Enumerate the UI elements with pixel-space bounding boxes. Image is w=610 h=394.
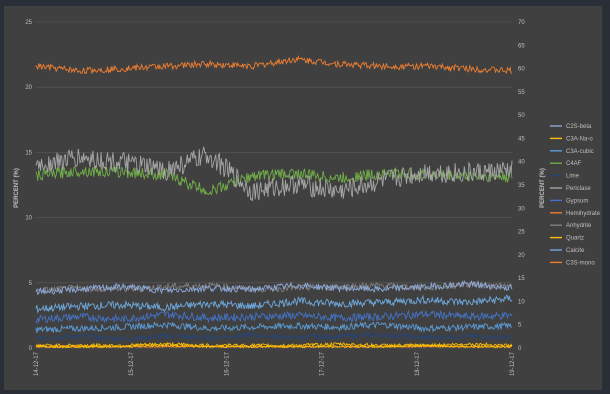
legend-entry: C4AF xyxy=(566,161,582,167)
left-y-axis-title: PERCENT (%) xyxy=(14,168,20,208)
legend-entry: C3A-Na-o xyxy=(566,136,593,142)
y2-tick-label: 20 xyxy=(518,253,525,259)
legend-entry: C2S-beta xyxy=(566,124,592,130)
legend-entry: Quartz xyxy=(566,236,584,242)
y2-tick-label: 70 xyxy=(518,20,525,26)
y2-tick-label: 35 xyxy=(518,183,525,189)
y2-tick-label: 10 xyxy=(518,299,525,305)
series-line-c3s-mono xyxy=(35,54,513,75)
legend-entry: Gypsum xyxy=(566,198,588,204)
legend-entry: Calcite xyxy=(566,248,585,254)
y2-tick-label: 50 xyxy=(518,113,525,119)
legend-entry: Hemihydrate xyxy=(566,211,601,217)
y-tick-label: 5 xyxy=(29,281,33,287)
legend-entry: C3S-mono xyxy=(566,260,595,266)
y-tick-label: 20 xyxy=(25,85,32,91)
legend-entry: Periclase xyxy=(566,186,591,192)
left-y-axis-ticks: 0 5 10 15 20 25 xyxy=(25,20,32,352)
y2-tick-label: 60 xyxy=(518,67,525,73)
series-line-c4af xyxy=(35,164,513,196)
y-tick-label: 10 xyxy=(25,216,32,222)
y2-tick-label: 55 xyxy=(518,90,525,96)
chart-area: 0 5 10 15 20 25 0 5 10 15 20 25 30 35 40 45 50 55 60 65 70 … xyxy=(4,6,602,390)
y2-tick-label: 65 xyxy=(518,43,525,49)
legend-entry: Lime xyxy=(566,174,580,180)
x-tick-label: 19-12-17 xyxy=(510,351,516,376)
right-y-axis-title: PERCENT (%) xyxy=(540,168,546,208)
y2-tick-label: 40 xyxy=(518,160,525,166)
x-tick-label: 14-12-17 xyxy=(34,351,40,376)
x-axis-ticks: 14-12-17 15-12-17 16-12-17 17-12-17 18-12-17… xyxy=(34,351,516,376)
x-tick-label: 15-12-17 xyxy=(129,351,135,376)
x-tick-label: 16-12-17 xyxy=(224,351,230,376)
legend: C2S-beta C3A-Na-o C3A-cubic C4AF Lime Pericla… xyxy=(550,124,601,266)
y2-tick-label: 5 xyxy=(518,323,522,329)
y-tick-label: 15 xyxy=(25,150,32,156)
y-tick-label: 25 xyxy=(25,20,32,26)
y-tick-label: 0 xyxy=(29,346,33,352)
series-line-lime xyxy=(35,331,513,343)
series-line-c3a-cubic xyxy=(35,321,513,333)
series-line-calcite xyxy=(35,294,513,314)
y2-tick-label: 0 xyxy=(518,346,522,352)
y2-tick-label: 30 xyxy=(518,206,525,212)
series-line-c2s-beta xyxy=(35,279,513,296)
series-line-c3a-na-o xyxy=(35,341,513,348)
gridlines xyxy=(36,21,512,349)
y2-tick-label: 45 xyxy=(518,136,525,142)
x-tick-label: 17-12-17 xyxy=(320,351,326,376)
series-line-periclase xyxy=(35,146,513,202)
right-y-axis-ticks: 0 5 10 15 20 25 30 35 40 45 50 55 60 65 70 xyxy=(518,20,525,352)
series-layer xyxy=(35,54,513,349)
legend-entry: C3A-cubic xyxy=(566,149,594,155)
x-tick-label: 18-12-17 xyxy=(415,351,421,376)
legend-entry: Anhydrite xyxy=(566,223,592,229)
y2-tick-label: 15 xyxy=(518,276,525,282)
series-line-gypsum xyxy=(35,309,513,325)
y2-tick-label: 25 xyxy=(518,230,525,236)
